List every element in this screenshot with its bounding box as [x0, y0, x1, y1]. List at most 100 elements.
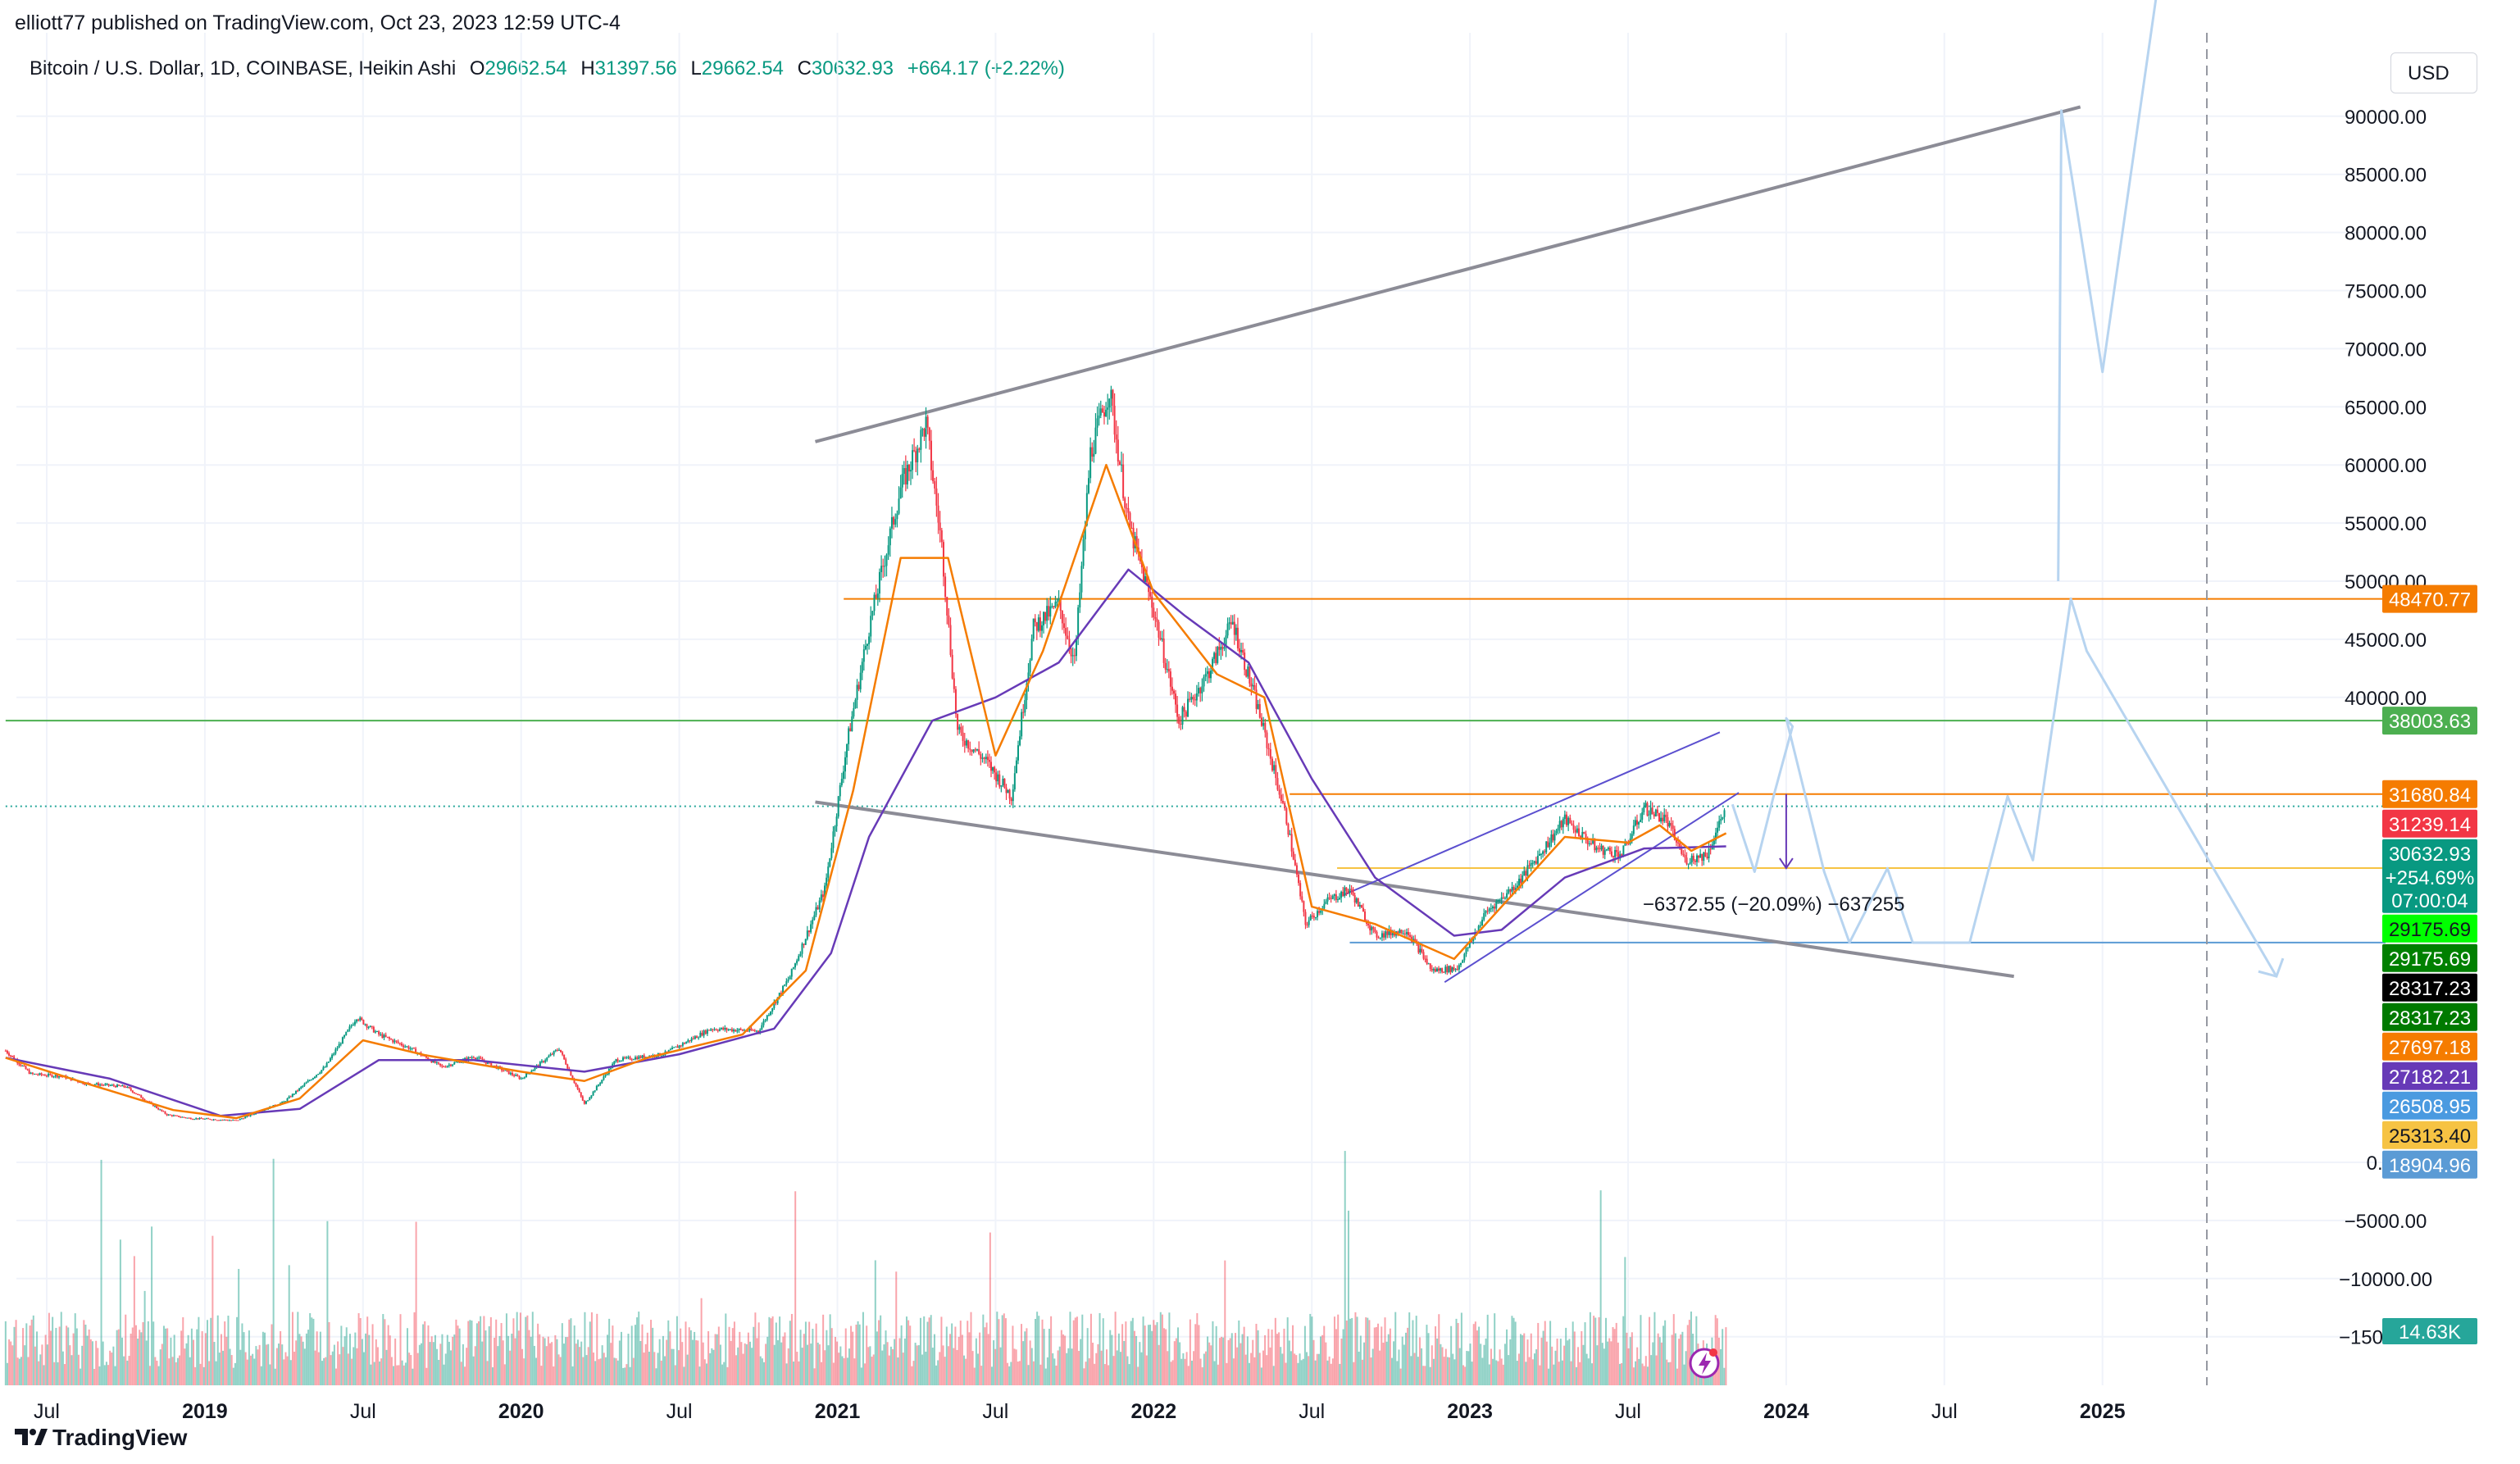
current-price-change: +254.69%: [2386, 867, 2475, 889]
candle-body: [580, 1092, 582, 1097]
volume-bar: [1253, 1357, 1256, 1385]
candle-body: [976, 749, 978, 751]
volume-bar: [775, 1322, 777, 1385]
candle-body: [209, 1118, 212, 1120]
candle-body: [430, 1060, 433, 1063]
volume-bar: [1024, 1331, 1026, 1385]
candle-body: [944, 576, 947, 598]
candle-body: [1098, 415, 1100, 419]
volume-bar: [212, 1235, 214, 1385]
volume-bar: [1539, 1365, 1541, 1385]
candle-body: [162, 1111, 165, 1112]
volume-bar: [1657, 1333, 1659, 1385]
volume-bar: [1325, 1342, 1327, 1385]
volume-bar: [973, 1367, 976, 1385]
volume-bar: [1658, 1337, 1661, 1385]
volume-bar: [780, 1342, 783, 1385]
x-tick-label: 2021: [815, 1400, 861, 1423]
volume-bar: [102, 1341, 104, 1385]
volume-bar: [1549, 1321, 1552, 1385]
candle-body: [1218, 647, 1221, 650]
x-tick-label: 2024: [1763, 1400, 1809, 1423]
volume-bar: [638, 1312, 640, 1385]
candle-body: [1500, 897, 1503, 900]
candle-body: [1569, 817, 1572, 824]
candle-body: [211, 1119, 213, 1121]
volume-bar: [159, 1349, 161, 1385]
candle-body: [281, 1101, 284, 1103]
candle-body: [1483, 912, 1485, 921]
volume-bar: [1130, 1321, 1132, 1385]
volume-bar: [246, 1359, 248, 1385]
candle-body: [1717, 827, 1719, 833]
footer-brand[interactable]: TradingView: [15, 1425, 187, 1453]
volume-bar: [864, 1363, 867, 1385]
volume-bar: [998, 1319, 1000, 1385]
volume-bar: [632, 1357, 635, 1385]
candle-body: [1144, 575, 1147, 582]
candle-body: [1695, 855, 1698, 862]
volume-bar: [1128, 1364, 1130, 1385]
candle-body: [1485, 911, 1487, 913]
candle-body: [1204, 674, 1207, 677]
candle-body: [7, 1053, 10, 1056]
volume-bar: [77, 1354, 80, 1385]
candle-body: [359, 1017, 362, 1021]
candle-body: [1535, 861, 1537, 864]
candle-body: [1701, 853, 1704, 862]
lightning-indicator-icon[interactable]: [1689, 1348, 1720, 1379]
price-label-text: 31680.84: [2389, 784, 2471, 807]
candle-body: [980, 753, 982, 759]
volume-bar: [703, 1359, 706, 1385]
volume-bar: [345, 1327, 348, 1385]
volume-bar: [1573, 1331, 1576, 1385]
volume-bar: [545, 1346, 548, 1385]
candle-body: [446, 1066, 448, 1067]
candle-body: [1511, 886, 1513, 892]
currency-selector[interactable]: USD: [2390, 52, 2477, 93]
candle-body: [792, 967, 794, 969]
volume-bar: [540, 1366, 543, 1385]
volume-bar: [801, 1348, 803, 1385]
candle-body: [6, 1050, 8, 1053]
candle-body: [1103, 412, 1105, 417]
candle-body: [816, 907, 819, 910]
candle-body: [1723, 810, 1726, 817]
candle-body: [546, 1057, 548, 1061]
symbol-name[interactable]: Bitcoin / U.S. Dollar, 1D, COINBASE, Hei…: [30, 57, 457, 80]
volume-bar: [1387, 1334, 1390, 1385]
candle-body: [589, 1098, 591, 1101]
volume-bar: [1612, 1327, 1614, 1385]
candle-body: [985, 757, 987, 759]
candle-body: [639, 1056, 642, 1058]
volume-bar: [1007, 1362, 1009, 1385]
volume-bar: [1672, 1314, 1675, 1385]
candle-body: [1062, 623, 1065, 629]
volume-bar: [450, 1350, 453, 1385]
volume-bar: [206, 1320, 208, 1385]
volume-bar: [1030, 1348, 1033, 1385]
volume-bar: [1036, 1312, 1039, 1385]
volume-bar: [852, 1331, 854, 1385]
volume-bar: [1323, 1325, 1326, 1385]
candle-body: [1641, 812, 1644, 821]
candle-body: [331, 1054, 334, 1058]
candle-body: [1602, 845, 1604, 855]
volume-bar: [97, 1348, 99, 1385]
volume-bar: [371, 1324, 374, 1385]
candle-body: [747, 1030, 749, 1032]
volume-bar: [531, 1312, 534, 1385]
volume-bar: [1608, 1338, 1611, 1385]
volume-bar: [404, 1362, 407, 1385]
symbol-legend[interactable]: Bitcoin / U.S. Dollar, 1D, COINBASE, Hei…: [30, 57, 1065, 80]
candle-body: [1441, 968, 1444, 972]
volume-bar: [474, 1346, 476, 1385]
candle-body: [1689, 862, 1691, 864]
candle-body: [1217, 647, 1219, 663]
volume-bar: [662, 1335, 664, 1385]
candle-body: [1603, 850, 1606, 855]
volume-bar: [824, 1350, 826, 1385]
volume-bar: [1575, 1366, 1577, 1385]
candle-body: [724, 1027, 726, 1030]
